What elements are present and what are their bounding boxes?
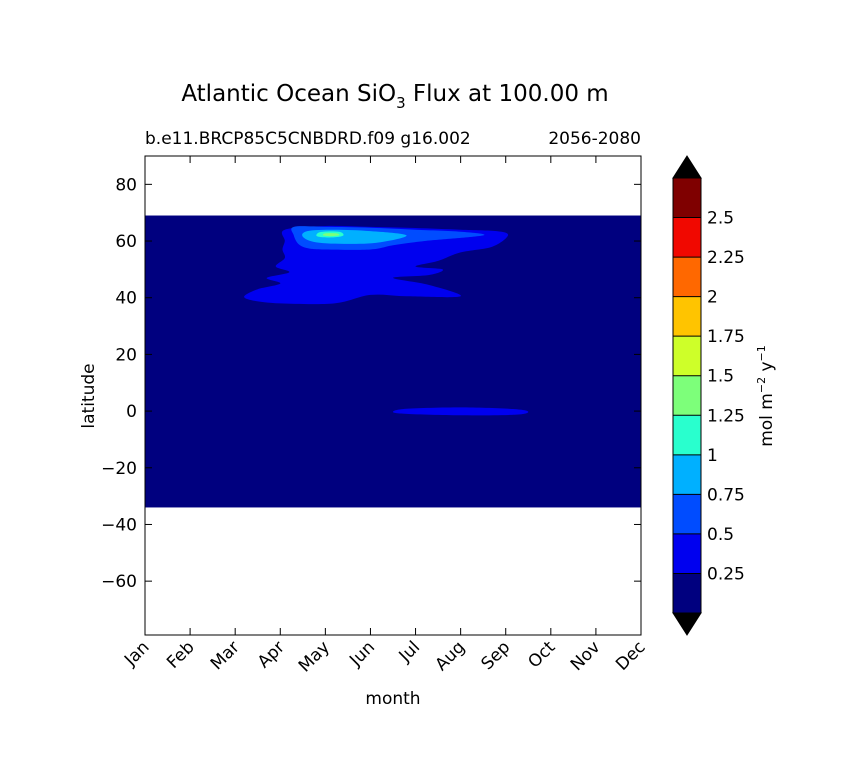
- colorbar-tick-label: 0.75: [707, 485, 745, 505]
- chart-title: Atlantic Ocean SiO3 Flux at 100.00 m: [181, 81, 608, 112]
- x-axis-label: month: [365, 689, 420, 709]
- y-tick-label: −40: [101, 515, 137, 535]
- colorbar-segment: [673, 533, 701, 574]
- colorbar-tick-label: 1.75: [707, 327, 745, 347]
- colorbar-segment: [673, 415, 701, 455]
- y-tick-label: 60: [115, 232, 137, 252]
- x-tick-label: Apr: [254, 637, 289, 672]
- colorbar-tick-label: 1: [707, 446, 718, 466]
- colorbar-tick-label: 2.25: [707, 248, 745, 268]
- y-tick-label: −20: [101, 459, 137, 479]
- x-tick-label: Jul: [395, 637, 424, 666]
- contour-north-atlantic-bloom-peak: [322, 233, 340, 237]
- x-tick-label: Dec: [612, 637, 649, 674]
- colorbar-segment: [673, 296, 701, 337]
- x-tick-label: Jan: [120, 637, 153, 670]
- plot-frame: [144, 155, 642, 636]
- plot-area: [145, 215, 641, 508]
- colorbar-extend-over: [672, 155, 702, 179]
- x-tick-label: Sep: [477, 637, 514, 674]
- y-axis: 80 60 40 20 0 −20 −40 −60: [101, 175, 641, 592]
- y-tick-label: 80: [115, 175, 137, 195]
- colorbar-label-mid: y: [757, 361, 777, 376]
- colorbar-tick-label: 0.5: [707, 525, 734, 545]
- colorbar-segment: [673, 375, 701, 416]
- x-tick-label: Oct: [524, 637, 559, 672]
- colorbar-tick-label: 0.25: [707, 564, 745, 584]
- y-tick-label: 20: [115, 345, 137, 365]
- colorbar-frame: [672, 177, 702, 614]
- x-tick-label: May: [295, 637, 334, 676]
- colorbar-extend-under: [672, 612, 702, 636]
- colorbar-label-exp2: −1: [755, 345, 768, 361]
- y-tick-label: 40: [115, 289, 137, 309]
- colorbar-tick-label: 2.5: [707, 209, 734, 229]
- colorbar-label-main: mol m: [757, 393, 777, 447]
- colorbar-label-exp1: −2: [755, 377, 768, 393]
- chart-title-subscript: 3: [396, 94, 406, 112]
- colorbar-tick-label: 1.25: [707, 406, 745, 426]
- colorbar-segment: [673, 178, 701, 218]
- x-tick-label: Feb: [163, 637, 198, 672]
- contour-equatorial-band: [393, 407, 529, 416]
- x-tick-label: Nov: [567, 637, 605, 675]
- y-tick-label: 0: [126, 402, 137, 422]
- colorbar-segment: [673, 573, 701, 613]
- colorbar-tick-label: 2: [707, 288, 718, 308]
- chart-subtitle-right: 2056-2080: [548, 129, 641, 149]
- x-tick-label: Mar: [207, 637, 244, 674]
- chart-subtitle-left: b.e11.BRCP85C5CNBDRD.f09 g16.002: [145, 129, 471, 149]
- colorbar: 0.25 0.5 0.75 1 1.25 1.5 1.75 2 2.25 2.5: [672, 155, 745, 636]
- chart-title-suffix: Flux at 100.00 m: [406, 81, 609, 107]
- colorbar-tick-label: 1.5: [707, 367, 734, 387]
- colorbar-segment: [673, 217, 701, 258]
- y-tick-label: −60: [101, 572, 137, 592]
- chart-title-prefix: Atlantic Ocean SiO: [181, 81, 396, 107]
- colorbar-segment: [673, 494, 701, 534]
- colorbar-segment: [673, 336, 701, 376]
- colorbar-label: mol m−2 y−1: [755, 345, 777, 447]
- colorbar-segment: [673, 257, 701, 297]
- y-axis-label: latitude: [79, 363, 99, 428]
- colorbar-segment: [673, 454, 701, 495]
- x-tick-label: Aug: [432, 637, 470, 675]
- x-tick-label: Jun: [345, 637, 379, 671]
